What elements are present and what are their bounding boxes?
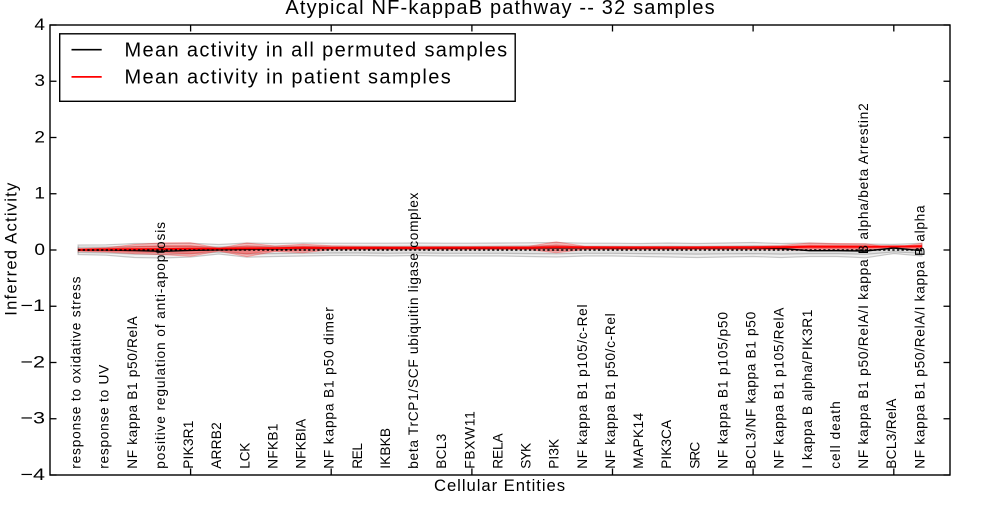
svg-text:−4: −4 (20, 465, 45, 484)
svg-text:NF kappa B1 p50/RelA/I kappa B: NF kappa B1 p50/RelA/I kappa B alpha (912, 205, 927, 469)
svg-text:PI3K: PI3K (547, 439, 562, 469)
svg-text:beta TrCP1/SCF ubiquitin ligas: beta TrCP1/SCF ubiquitin ligase complex (406, 192, 421, 468)
svg-text:PIK3CA: PIK3CA (659, 419, 674, 469)
svg-text:BCL3/NF kappa B1 p50: BCL3/NF kappa B1 p50 (744, 311, 759, 468)
svg-text:NF kappa B1 p105/c-Rel: NF kappa B1 p105/c-Rel (575, 305, 590, 469)
svg-text:NFKB1: NFKB1 (265, 424, 280, 469)
svg-text:NF kappa B1 p50/RelA/I kappa B: NF kappa B1 p50/RelA/I kappa B alpha/bet… (856, 103, 871, 469)
svg-text:MAPK14: MAPK14 (631, 413, 646, 469)
svg-text:LCK: LCK (237, 443, 252, 469)
svg-text:positive regulation of anti-ap: positive regulation of anti-apoptosis (153, 222, 168, 469)
svg-text:−2: −2 (20, 352, 45, 371)
svg-text:Cellular Entities: Cellular Entities (434, 476, 565, 495)
svg-text:PIK3R1: PIK3R1 (181, 421, 196, 469)
svg-text:Mean activity in patient sampl: Mean activity in patient samples (125, 67, 451, 89)
svg-text:NF kappa B1 p50/c-Rel: NF kappa B1 p50/c-Rel (603, 313, 618, 469)
svg-text:−1: −1 (20, 296, 45, 315)
svg-text:response to oxidative stress: response to oxidative stress (69, 276, 84, 468)
svg-text:NF kappa B1 p50 dimer: NF kappa B1 p50 dimer (322, 307, 337, 469)
svg-text:1: 1 (34, 184, 45, 203)
svg-text:NF kappa B1 p105/p50: NF kappa B1 p105/p50 (715, 312, 730, 469)
svg-text:NFKBIA: NFKBIA (294, 418, 309, 469)
svg-text:4: 4 (34, 15, 45, 34)
svg-text:SYK: SYK (519, 443, 534, 469)
svg-text:Mean activity in all permuted: Mean activity in all permuted samples (125, 39, 508, 61)
svg-text:ARRB2: ARRB2 (209, 422, 224, 469)
svg-text:2: 2 (34, 127, 45, 146)
svg-text:FBXW11: FBXW11 (462, 411, 477, 469)
svg-text:NF kappa B1 p105/RelA: NF kappa B1 p105/RelA (772, 307, 787, 469)
svg-text:NF kappa B1 p50/RelA: NF kappa B1 p50/RelA (125, 316, 140, 469)
svg-text:BCL3/RelA: BCL3/RelA (884, 398, 899, 469)
svg-text:−3: −3 (20, 409, 45, 428)
svg-text:SRC: SRC (687, 442, 702, 469)
svg-text:Inferred Activity: Inferred Activity (2, 182, 21, 316)
svg-text:I kappa B alpha/PIK3R1: I kappa B alpha/PIK3R1 (800, 310, 815, 469)
svg-text:BCL3: BCL3 (434, 433, 449, 468)
svg-text:response to UV: response to UV (97, 364, 112, 469)
svg-text:cell death: cell death (828, 401, 843, 469)
svg-text:RELA: RELA (490, 432, 505, 468)
svg-text:0: 0 (34, 240, 45, 259)
svg-text:IKBKB: IKBKB (378, 428, 393, 469)
svg-text:Atypical NF-kappaB pathway --: Atypical NF-kappaB pathway -- 32 samples (285, 0, 714, 19)
svg-text:3: 3 (34, 71, 45, 90)
svg-text:REL: REL (350, 443, 365, 469)
